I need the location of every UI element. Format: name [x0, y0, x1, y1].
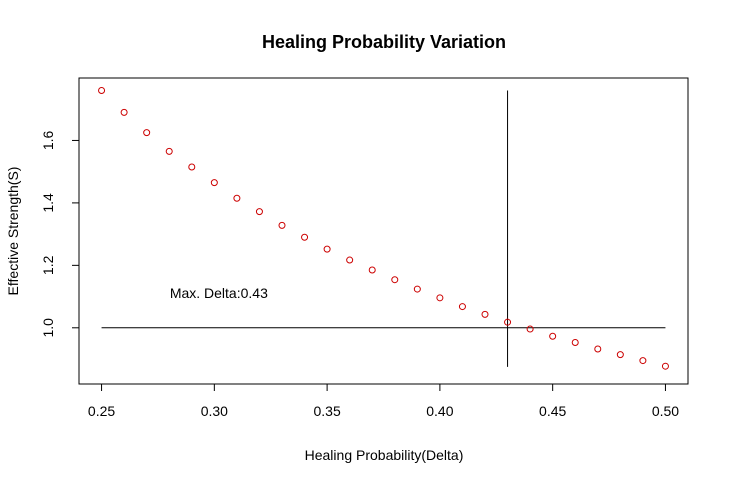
data-point [458, 303, 466, 311]
data-point [391, 276, 399, 284]
data-point [481, 310, 489, 318]
x-axis: 0.25 0.30 0.35 0.40 0.45 0.50 [88, 383, 679, 419]
x-tick-label: 0.40 [426, 403, 453, 419]
data-point [165, 147, 173, 155]
x-tick-label: 0.35 [313, 403, 340, 419]
data-point [436, 294, 444, 302]
data-point [323, 245, 331, 253]
data-point [639, 357, 647, 365]
data-point [413, 285, 421, 293]
data-point [255, 208, 263, 216]
data-point [571, 338, 579, 346]
chart-title: Healing Probability Variation [262, 32, 506, 52]
data-point [368, 266, 376, 274]
data-point [233, 194, 241, 202]
x-tick-label: 0.50 [652, 403, 679, 419]
data-point [661, 362, 669, 370]
data-point [526, 325, 534, 333]
x-axis-label: Healing Probability(Delta) [305, 447, 464, 463]
data-point [278, 221, 286, 229]
y-tick-label: 1.4 [40, 193, 56, 213]
y-tick-label: 1.0 [40, 318, 56, 338]
data-point [120, 108, 128, 116]
data-point [301, 233, 309, 241]
y-axis-label: Effective Strength(S) [5, 167, 21, 296]
plot-frame [78, 77, 689, 385]
data-point [549, 332, 557, 340]
data-point [143, 129, 151, 137]
y-tick-label: 1.6 [40, 131, 56, 151]
x-tick-label: 0.25 [88, 403, 115, 419]
y-tick-label: 1.2 [40, 255, 56, 275]
data-point [98, 86, 106, 94]
x-tick-label: 0.45 [539, 403, 566, 419]
max-delta-annotation: Max. Delta:0.43 [170, 285, 268, 301]
data-point [616, 351, 624, 359]
data-point [188, 163, 196, 171]
data-point [594, 345, 602, 353]
x-tick-label: 0.30 [201, 403, 228, 419]
y-axis: 1.0 1.2 1.4 1.6 [40, 131, 80, 338]
data-points [98, 86, 669, 370]
data-point [346, 256, 354, 264]
reference-lines [101, 90, 666, 367]
data-point [504, 318, 512, 326]
data-point [210, 179, 218, 187]
